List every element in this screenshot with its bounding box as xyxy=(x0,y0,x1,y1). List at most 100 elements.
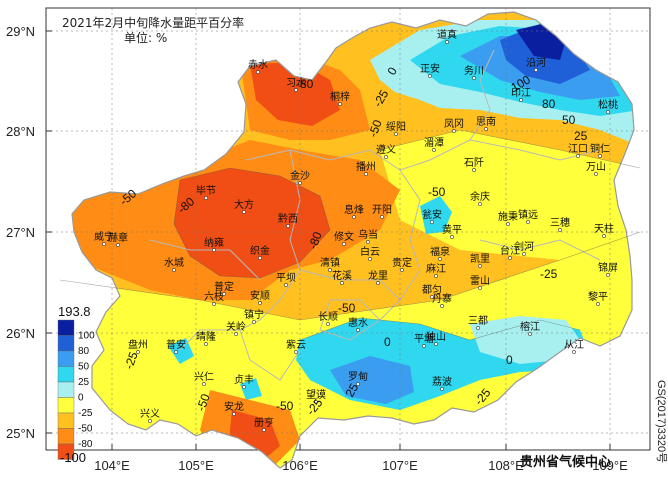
city-station-dot xyxy=(434,274,438,278)
city-station-dot xyxy=(484,127,488,131)
lon-label-104: 104°E xyxy=(94,458,130,473)
city-name: 紫云 xyxy=(286,339,306,351)
city-station-dot xyxy=(472,168,476,172)
city-station-dot xyxy=(314,400,318,404)
city-station-dot xyxy=(472,76,476,80)
city-name: 晴隆 xyxy=(196,330,216,343)
contour-label-50: 50 xyxy=(562,113,576,127)
city-station-dot xyxy=(326,322,330,326)
legend-color-boxes: 100 80 50 25 0 -25 -50 -80 xyxy=(57,319,95,460)
contour-label-80: 80 xyxy=(542,97,556,111)
city-station-dot xyxy=(445,40,449,44)
city-name: 桐梓 xyxy=(330,90,350,103)
map-approval-code: GS(2017)3320号 xyxy=(655,380,668,463)
city-name: 播州 xyxy=(356,160,376,173)
city-station-dot xyxy=(174,350,178,354)
legend-level-label: 0 xyxy=(78,393,84,404)
city-name: 福泉 xyxy=(430,245,450,258)
legend-swatch xyxy=(57,428,75,445)
city-name: 水城 xyxy=(164,257,184,269)
city-station-dot xyxy=(340,281,344,285)
city-name: 镇远 xyxy=(518,208,538,221)
city-name: 剑河 xyxy=(514,240,534,253)
city-name: 凯里 xyxy=(470,252,490,265)
city-station-dot xyxy=(342,242,346,246)
city-station-dot xyxy=(172,268,176,272)
city-station-dot xyxy=(526,220,530,224)
contour-label-minus25-sw: -25 xyxy=(122,350,141,371)
city-station-dot xyxy=(522,252,526,256)
city-name: 雷山 xyxy=(470,275,490,287)
city-name: 锦屏 xyxy=(598,261,618,274)
city-name: 赫章 xyxy=(108,231,128,244)
city-station-dot xyxy=(242,385,246,389)
legend-swatch xyxy=(57,381,75,398)
city-name: 修文 xyxy=(334,230,354,243)
city-station-dot xyxy=(519,98,523,102)
city-station-dot xyxy=(428,74,432,78)
city-station-dot xyxy=(294,350,298,354)
city-name: 平塘 xyxy=(414,332,434,345)
contour-label-minus50-changshun: -50 xyxy=(338,301,356,315)
contour-label-minus50-center: -50 xyxy=(428,185,446,199)
city-station-dot xyxy=(606,110,610,114)
city-name: 惠水 xyxy=(348,316,368,329)
city-station-dot xyxy=(212,302,216,306)
city-name: 金沙 xyxy=(290,169,310,182)
city-name: 兴仁 xyxy=(194,371,214,383)
city-name: 安顺 xyxy=(250,289,270,302)
legend: 193.8 100 80 50 25 0 -25 -50 -80 -100 xyxy=(57,304,95,465)
city-station-dot xyxy=(596,302,600,306)
city-station-dot xyxy=(338,102,342,106)
legend-min: -100 xyxy=(60,450,86,465)
city-station-dot xyxy=(232,412,236,416)
city-name: 凤冈 xyxy=(444,118,464,130)
city-name: 六枝 xyxy=(204,290,224,303)
city-name: 罗甸 xyxy=(348,370,368,383)
graticule xyxy=(46,8,650,450)
city-station-dot xyxy=(204,196,208,200)
city-station-dot xyxy=(262,428,266,432)
city-station-dot xyxy=(440,304,444,308)
city-station-dot xyxy=(298,181,302,185)
city-station-dot xyxy=(432,148,436,152)
city-station-dot xyxy=(598,154,602,158)
lat-label-25: 25°N xyxy=(6,426,35,441)
city-station-dot xyxy=(534,68,538,72)
city-name: 乌当 xyxy=(358,228,378,241)
city-name: 镇宁 xyxy=(244,308,264,321)
city-name: 长顺 xyxy=(318,311,338,323)
city-name: 从江 xyxy=(564,339,584,351)
city-station-dot xyxy=(440,387,444,391)
city-name: 纳雍 xyxy=(204,236,224,249)
city-station-dot xyxy=(116,243,120,247)
city-station-dot xyxy=(558,228,562,232)
city-station-dot xyxy=(286,224,290,228)
city-station-dot xyxy=(284,283,288,287)
map-title: 2021年2月中旬降水量距平百分率 xyxy=(62,15,244,30)
city-name: 三穗 xyxy=(550,216,570,229)
city-name: 黔西 xyxy=(278,212,298,225)
city-station-dot xyxy=(234,332,238,336)
city-name: 余庆 xyxy=(470,190,490,203)
city-station-dot xyxy=(478,202,482,206)
city-station-dot xyxy=(222,292,226,296)
city-station-dot xyxy=(252,320,256,324)
legend-swatch xyxy=(57,412,75,429)
legend-swatch xyxy=(57,397,75,414)
city-station-dot xyxy=(602,234,606,238)
city-station-dot xyxy=(506,222,510,226)
city-station-dot xyxy=(508,256,512,260)
legend-level-label: 50 xyxy=(78,362,90,373)
city-station-dot xyxy=(452,129,456,133)
contour-label-25-south: 25 xyxy=(342,381,361,400)
city-name: 普安 xyxy=(166,338,186,351)
contour-label-25: 25 xyxy=(574,129,588,143)
city-station-dot xyxy=(204,342,208,346)
city-name: 贵定 xyxy=(392,256,412,269)
city-name: 习水 xyxy=(286,77,306,89)
city-name: 台江 xyxy=(500,244,520,257)
city-station-dot xyxy=(328,268,332,272)
city-station-dot xyxy=(528,332,532,336)
